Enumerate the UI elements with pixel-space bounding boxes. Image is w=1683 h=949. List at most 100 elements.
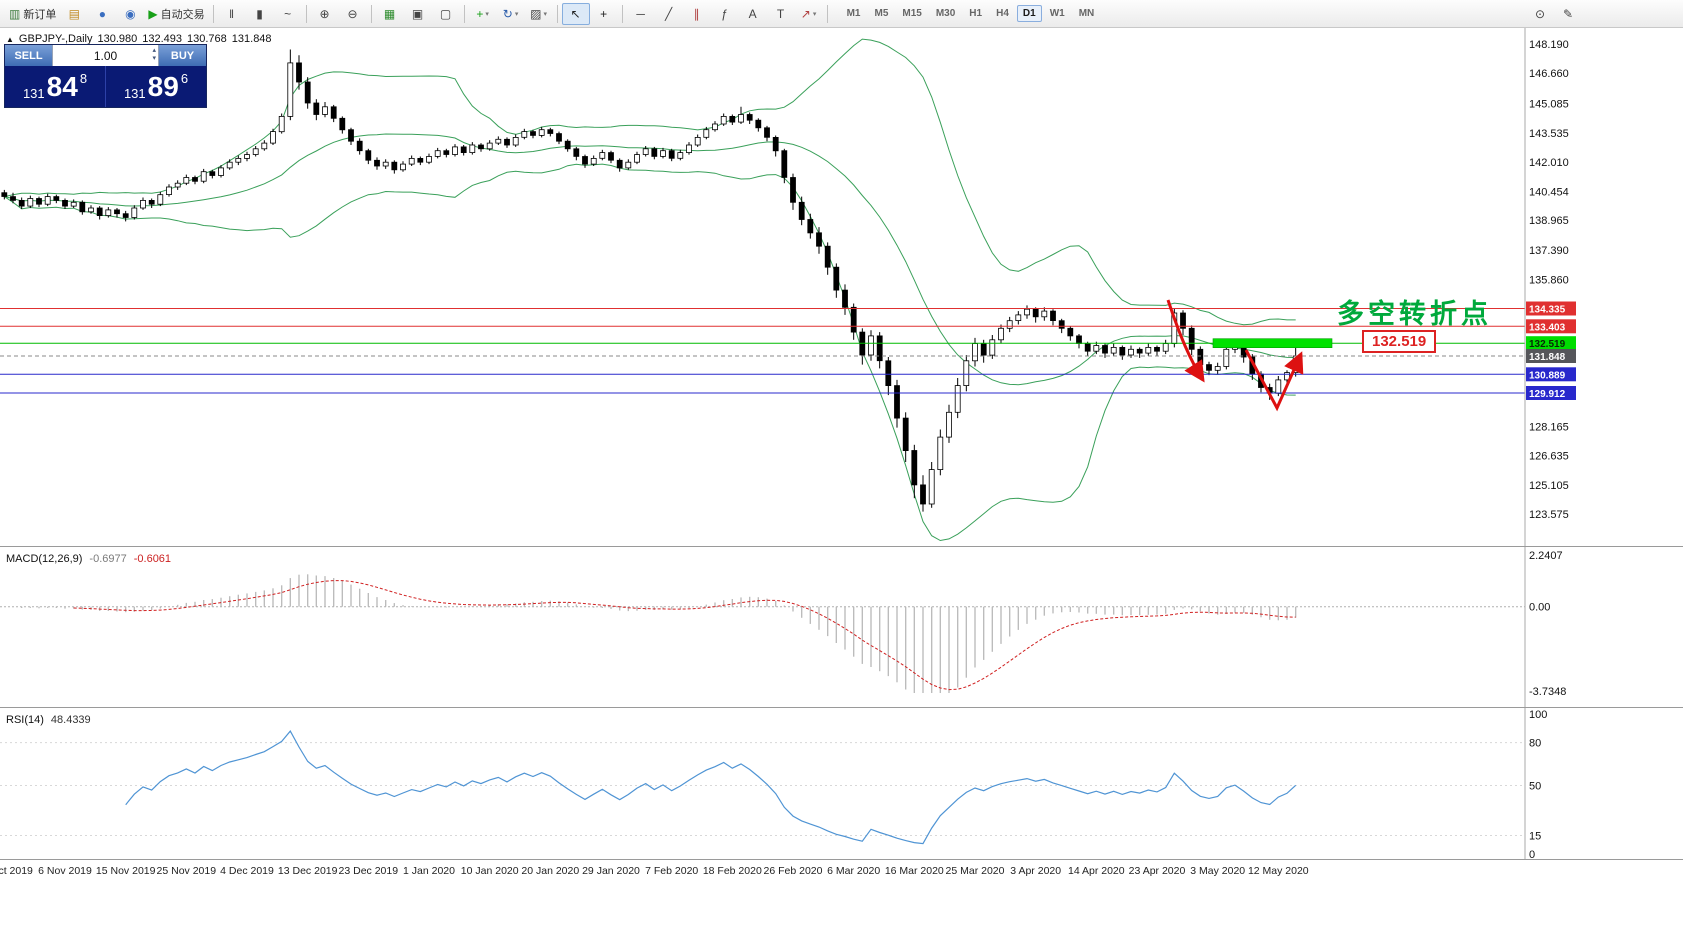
rsi-line	[125, 730, 1297, 845]
time-axis-label: 23 Apr 2020	[1128, 865, 1186, 877]
text-button[interactable]: A	[739, 3, 767, 25]
price-level-label: 133.403	[1529, 322, 1566, 333]
bollinger-upper-line	[4, 38, 1296, 326]
tile-windows-button[interactable]: ▦	[376, 3, 404, 25]
price-level-badge	[1526, 367, 1576, 382]
cursor-button[interactable]: ↖	[561, 2, 590, 25]
chevron-down-icon[interactable]: ▾	[543, 10, 547, 18]
arrange-windows-icon: ▢	[439, 6, 452, 21]
timeframe-w1[interactable]: W1	[1049, 8, 1065, 19]
arrows-tool-button[interactable]: ↗ ▾	[795, 3, 823, 25]
toolbar-separator	[463, 4, 465, 23]
price-axis: 148.190 146.660 145.085 143.535 142.010 140.4…	[1524, 28, 1576, 546]
timeframe-m30[interactable]: M30	[935, 8, 956, 19]
data-window-icon: ◉	[125, 6, 136, 21]
fibonacci-button[interactable]: ƒ	[711, 3, 739, 25]
volume-spinner[interactable]: ▴ ▾	[152, 47, 156, 64]
auto-trading-button-label: 自动交易	[160, 8, 205, 21]
price-level-badge	[1526, 301, 1576, 316]
indicators-icon: +	[476, 6, 484, 21]
arrange-windows-button[interactable]: ▢	[432, 3, 460, 25]
timeframe-m15[interactable]: M15	[902, 8, 922, 19]
chart-open-value: 130.980	[97, 33, 138, 45]
rsi-canvas[interactable]: 100 80 50 15 0	[0, 708, 1683, 860]
chevron-down-icon[interactable]: ▾	[812, 10, 817, 18]
template-button[interactable]: ▨ ▾	[525, 3, 553, 25]
chevron-down-icon[interactable]: ▾	[485, 10, 489, 18]
cascade-windows-button[interactable]: ▣	[404, 3, 432, 25]
price-tag-label[interactable]: 132.519	[1362, 330, 1437, 353]
main-chart-canvas[interactable]: 148.190 146.660 145.085 143.535 142.010 140.4…	[0, 28, 1683, 546]
profile-button[interactable]: ▤	[60, 3, 88, 25]
horizontal-line-icon: ─	[636, 6, 645, 21]
price-tick-label: 142.010	[1529, 157, 1569, 169]
drawn-arrows[interactable]	[1166, 299, 1304, 412]
bar-chart-button[interactable]: ‖	[218, 3, 246, 25]
label-button[interactable]: T	[767, 3, 795, 25]
indicators-button[interactable]: + ▾	[469, 3, 497, 25]
time-axis-label: 20 Jan 2020	[521, 865, 580, 877]
timeframe-mn[interactable]: MN	[1078, 8, 1095, 19]
rsi-panel: RSI(14) 48.4339 100 80 50 15 0	[0, 707, 1683, 860]
candles-layer	[1, 49, 1299, 512]
sell-price[interactable]: 131 84 8	[5, 66, 105, 107]
data-window-button[interactable]: ◉	[116, 3, 144, 25]
market-watch-button[interactable]: ●	[88, 3, 116, 25]
candlestick-chart-button[interactable]: ▮	[246, 3, 274, 25]
new-order-button-label: 新订单	[23, 8, 57, 21]
price-tick-label: 140.454	[1529, 187, 1569, 199]
toolbar-separator	[621, 4, 623, 23]
line-chart-icon: ~	[284, 6, 292, 21]
channel-icon: ∥	[693, 6, 700, 21]
price-tick-label: 145.085	[1529, 98, 1569, 110]
toolbar-separator	[826, 4, 828, 23]
volume-up-icon[interactable]: ▴	[152, 47, 156, 54]
bollinger-middle-line	[4, 133, 1296, 386]
buy-button[interactable]: BUY	[159, 45, 206, 66]
zoom-in-button[interactable]: ⊕	[311, 3, 339, 25]
horizontal-line-button[interactable]: ─	[627, 3, 655, 25]
properties-button[interactable]: ✎	[1554, 3, 1582, 25]
auto-trading-icon: ▶	[148, 6, 158, 21]
time-axis-label: 18 Feb 2020	[702, 865, 762, 877]
timeframe-h4[interactable]: H4	[996, 8, 1009, 19]
new-order-button[interactable]: ▥ 新订单	[5, 3, 60, 25]
price-level-badge	[1526, 336, 1576, 351]
timeframe-h1[interactable]: H1	[969, 8, 983, 19]
bollinger-bands	[4, 38, 1296, 542]
search-icon: ⊙	[1534, 6, 1546, 21]
annotation-text[interactable]: 多空转折点	[1337, 299, 1492, 329]
drawn-arrow-v[interactable]	[1244, 349, 1304, 412]
timeframe-d1[interactable]: D1	[1016, 5, 1042, 22]
period-icon: ↻	[502, 6, 513, 21]
support-zone-rectangle[interactable]	[1212, 338, 1333, 349]
macd-canvas[interactable]: 2.2407 0.00 -3.7348	[0, 547, 1683, 708]
time-axis-label: 26 Feb 2020	[763, 865, 823, 877]
chart-title: ▲ GBPJPY-,Daily 130.980 132.493 130.768 …	[6, 33, 277, 45]
volume-down-icon[interactable]: ▾	[152, 55, 156, 63]
timeframe-m5[interactable]: M5	[874, 8, 889, 19]
sell-price-pip: 8	[79, 71, 88, 86]
volume-input[interactable]: 1.00 ▴ ▾	[52, 45, 159, 66]
trendline-button[interactable]: ╱	[655, 3, 683, 25]
search-button[interactable]: ⊙	[1526, 3, 1554, 25]
drawn-arrow-down[interactable]	[1166, 299, 1205, 383]
period-button[interactable]: ↻ ▾	[497, 3, 525, 25]
zoom-out-button[interactable]: ⊖	[339, 3, 367, 25]
sell-button[interactable]: SELL	[5, 45, 52, 66]
chevron-down-icon[interactable]: ▾	[514, 10, 519, 18]
auto-trading-button[interactable]: ▶ 自动交易	[144, 3, 208, 25]
channel-button[interactable]: ∥	[683, 3, 711, 25]
cursor-icon: ↖	[570, 6, 581, 21]
time-axis-label: 25 Mar 2020	[945, 865, 1005, 877]
horizontal-lines-layer[interactable]	[0, 308, 1525, 394]
timeframe-m1[interactable]: M1	[846, 8, 861, 19]
line-chart-button[interactable]: ~	[274, 3, 302, 25]
macd-signal-line	[73, 580, 1296, 691]
crosshair-button[interactable]: +	[590, 3, 618, 25]
price-tick-label: 135.860	[1529, 274, 1569, 286]
buy-price[interactable]: 131 89 6	[106, 66, 206, 107]
time-axis-label: 6 Nov 2019	[38, 865, 92, 877]
